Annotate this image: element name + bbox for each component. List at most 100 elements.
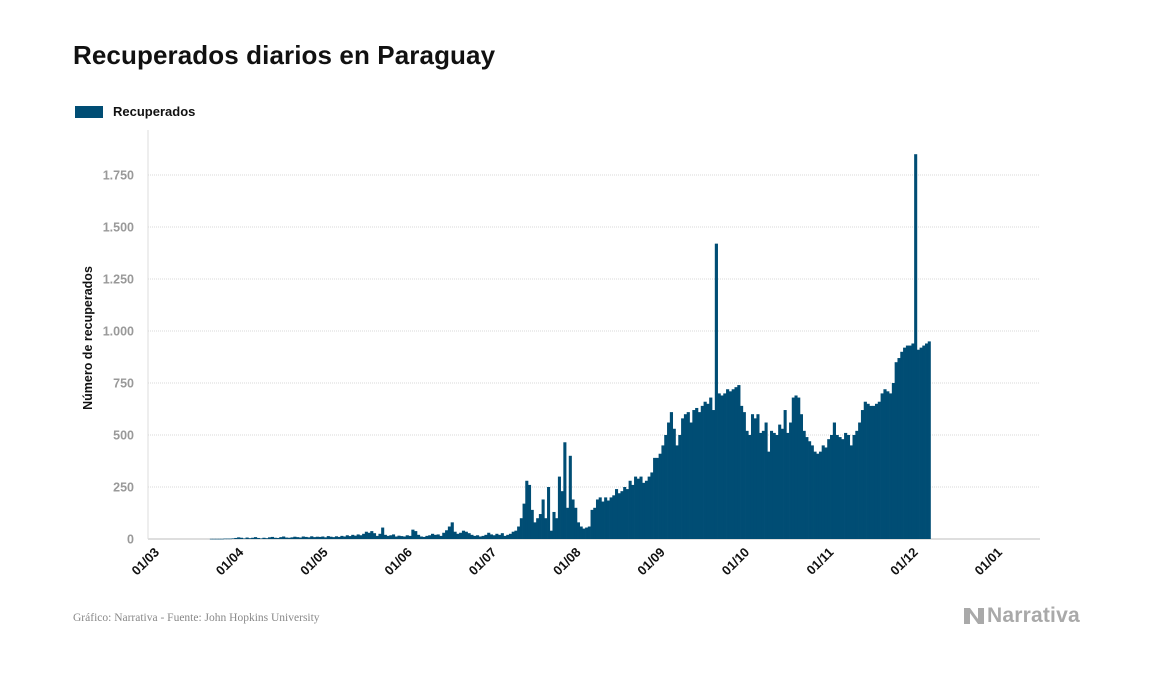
bar <box>772 432 776 539</box>
bar <box>337 536 341 539</box>
bar <box>922 345 926 539</box>
x-tick-label: 01/01 <box>972 545 1006 579</box>
bar <box>359 535 363 539</box>
bar <box>237 537 241 539</box>
bar <box>615 489 619 539</box>
y-tick-label: 1.250 <box>103 273 134 287</box>
bar <box>298 537 303 539</box>
bar <box>582 528 586 539</box>
bar <box>576 522 581 539</box>
bar <box>628 480 632 539</box>
bar <box>436 534 440 539</box>
bar <box>519 518 523 539</box>
bar <box>916 349 920 539</box>
bar <box>304 536 308 539</box>
x-tick-label: 01/04 <box>213 544 247 578</box>
bar <box>726 389 730 539</box>
bar <box>487 532 491 539</box>
bar <box>706 403 710 539</box>
bar <box>805 437 809 539</box>
bar <box>669 412 674 539</box>
bar <box>422 536 426 539</box>
bar <box>783 410 787 539</box>
bar <box>919 347 923 539</box>
bar <box>428 535 432 539</box>
bar <box>717 393 721 539</box>
bar <box>623 487 627 539</box>
x-tick-label: 01/06 <box>381 545 415 579</box>
grid-lines <box>147 130 1040 540</box>
bar <box>326 536 330 539</box>
bar <box>692 410 696 539</box>
bar <box>464 531 468 539</box>
bar <box>855 430 859 539</box>
bar <box>475 535 480 539</box>
bar <box>416 534 421 539</box>
bar <box>731 389 735 539</box>
bar <box>215 538 219 540</box>
bar <box>750 414 755 539</box>
bar <box>481 535 485 539</box>
x-tick-label: 01/12 <box>887 545 921 579</box>
bar <box>714 243 718 539</box>
bar <box>568 455 572 539</box>
bar <box>527 484 532 539</box>
bar <box>279 537 283 539</box>
bar <box>574 507 578 539</box>
bar <box>408 535 412 539</box>
bar <box>517 526 521 539</box>
bar <box>414 531 418 539</box>
bar <box>686 412 690 539</box>
bar <box>748 435 752 539</box>
bar <box>872 405 876 539</box>
bar <box>678 435 682 539</box>
bar <box>601 501 605 539</box>
bar <box>636 478 640 539</box>
bar <box>832 422 836 539</box>
bar <box>419 536 423 539</box>
bar <box>644 480 648 539</box>
x-tick-label: 01/05 <box>297 545 331 579</box>
bar <box>723 393 727 539</box>
bar <box>231 538 235 539</box>
bar <box>453 531 457 539</box>
bar <box>740 405 744 539</box>
bar <box>658 453 662 539</box>
bar <box>557 476 561 539</box>
bar <box>770 430 774 539</box>
legend-label: Recuperados <box>113 104 196 119</box>
bar <box>712 410 716 539</box>
bar <box>478 536 482 539</box>
bar <box>324 537 328 539</box>
bar <box>329 536 333 539</box>
bar <box>612 495 616 539</box>
bar <box>775 435 779 539</box>
bar <box>900 351 904 539</box>
y-tick-label: 0 <box>127 533 134 547</box>
bar <box>282 536 286 539</box>
bar <box>253 537 258 539</box>
bar <box>242 538 246 539</box>
bar <box>459 532 463 539</box>
bar <box>767 451 771 539</box>
bar <box>389 535 393 539</box>
x-tick-labels: 01/03 01/04 01/05 01/06 01/07 01/08 01/09 01/10… <box>129 544 1006 578</box>
bar <box>284 537 289 539</box>
bar <box>830 435 834 539</box>
bar <box>593 507 597 539</box>
bar <box>402 536 407 539</box>
bar <box>439 535 443 539</box>
bar <box>742 412 746 539</box>
bar <box>563 442 567 539</box>
bar <box>228 538 232 540</box>
bar <box>364 531 368 539</box>
bar <box>492 535 496 539</box>
legend-swatch <box>75 105 103 118</box>
bar <box>351 534 355 539</box>
bar <box>560 491 564 539</box>
bar <box>367 532 371 539</box>
bar <box>734 387 738 539</box>
bar <box>381 527 385 539</box>
bar <box>411 529 415 539</box>
bar <box>392 534 396 539</box>
